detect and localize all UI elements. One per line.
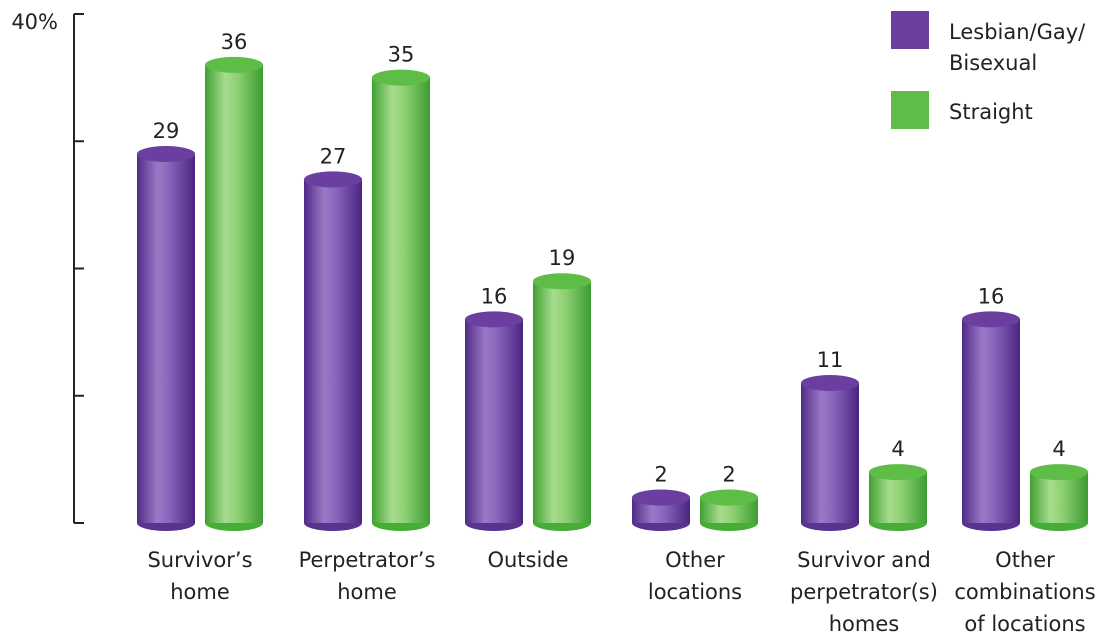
bar-straight-4 [869, 464, 927, 531]
bar-straight-3 [700, 489, 758, 531]
category-label: Survivor and perpetrator(s) homes [790, 548, 938, 636]
bar-lgb-5 [962, 311, 1020, 531]
value-label: 16 [481, 284, 508, 308]
bar-straight-0 [205, 56, 263, 531]
legend-label-0: Lesbian/Gay/Bisexual [949, 20, 1086, 75]
value-label: 4 [891, 437, 904, 461]
value-label: 11 [817, 348, 844, 372]
category-label: Outside [487, 548, 568, 572]
value-label: 4 [1052, 437, 1065, 461]
bar-straight-2 [533, 273, 591, 531]
bar-lgb-4 [801, 375, 859, 531]
value-label: 36 [221, 30, 248, 54]
legend-swatch-1 [891, 91, 929, 129]
category-label: Other combinations of locations [954, 548, 1095, 636]
bar-straight-5 [1030, 464, 1088, 531]
value-label: 2 [654, 463, 667, 487]
category-label: Survivor’s home [147, 548, 252, 604]
value-label: 35 [388, 43, 415, 67]
bar-straight-1 [372, 69, 430, 531]
bars [137, 56, 1088, 531]
legend-label-1: Straight [949, 100, 1033, 124]
value-label: 2 [722, 463, 735, 487]
bar-lgb-1 [304, 171, 362, 531]
legend: Lesbian/Gay/Bisexual Straight [891, 11, 1086, 129]
value-label: 19 [549, 246, 576, 270]
legend-swatch-0 [891, 11, 929, 49]
bar-lgb-2 [465, 311, 523, 531]
bar-lgb-0 [137, 145, 195, 531]
y-axis-tick-label: 40% [11, 10, 58, 34]
bar-lgb-3 [632, 489, 690, 531]
category-labels: Survivor’s home Perpetrator’s home Outside Ot… [147, 548, 1095, 636]
value-label: 16 [978, 284, 1005, 308]
category-label: Other locations [648, 548, 742, 604]
value-label: 29 [153, 119, 180, 143]
y-axis: 40% [11, 10, 84, 524]
value-label: 27 [320, 144, 347, 168]
category-label: Perpetrator’s home [299, 548, 436, 604]
